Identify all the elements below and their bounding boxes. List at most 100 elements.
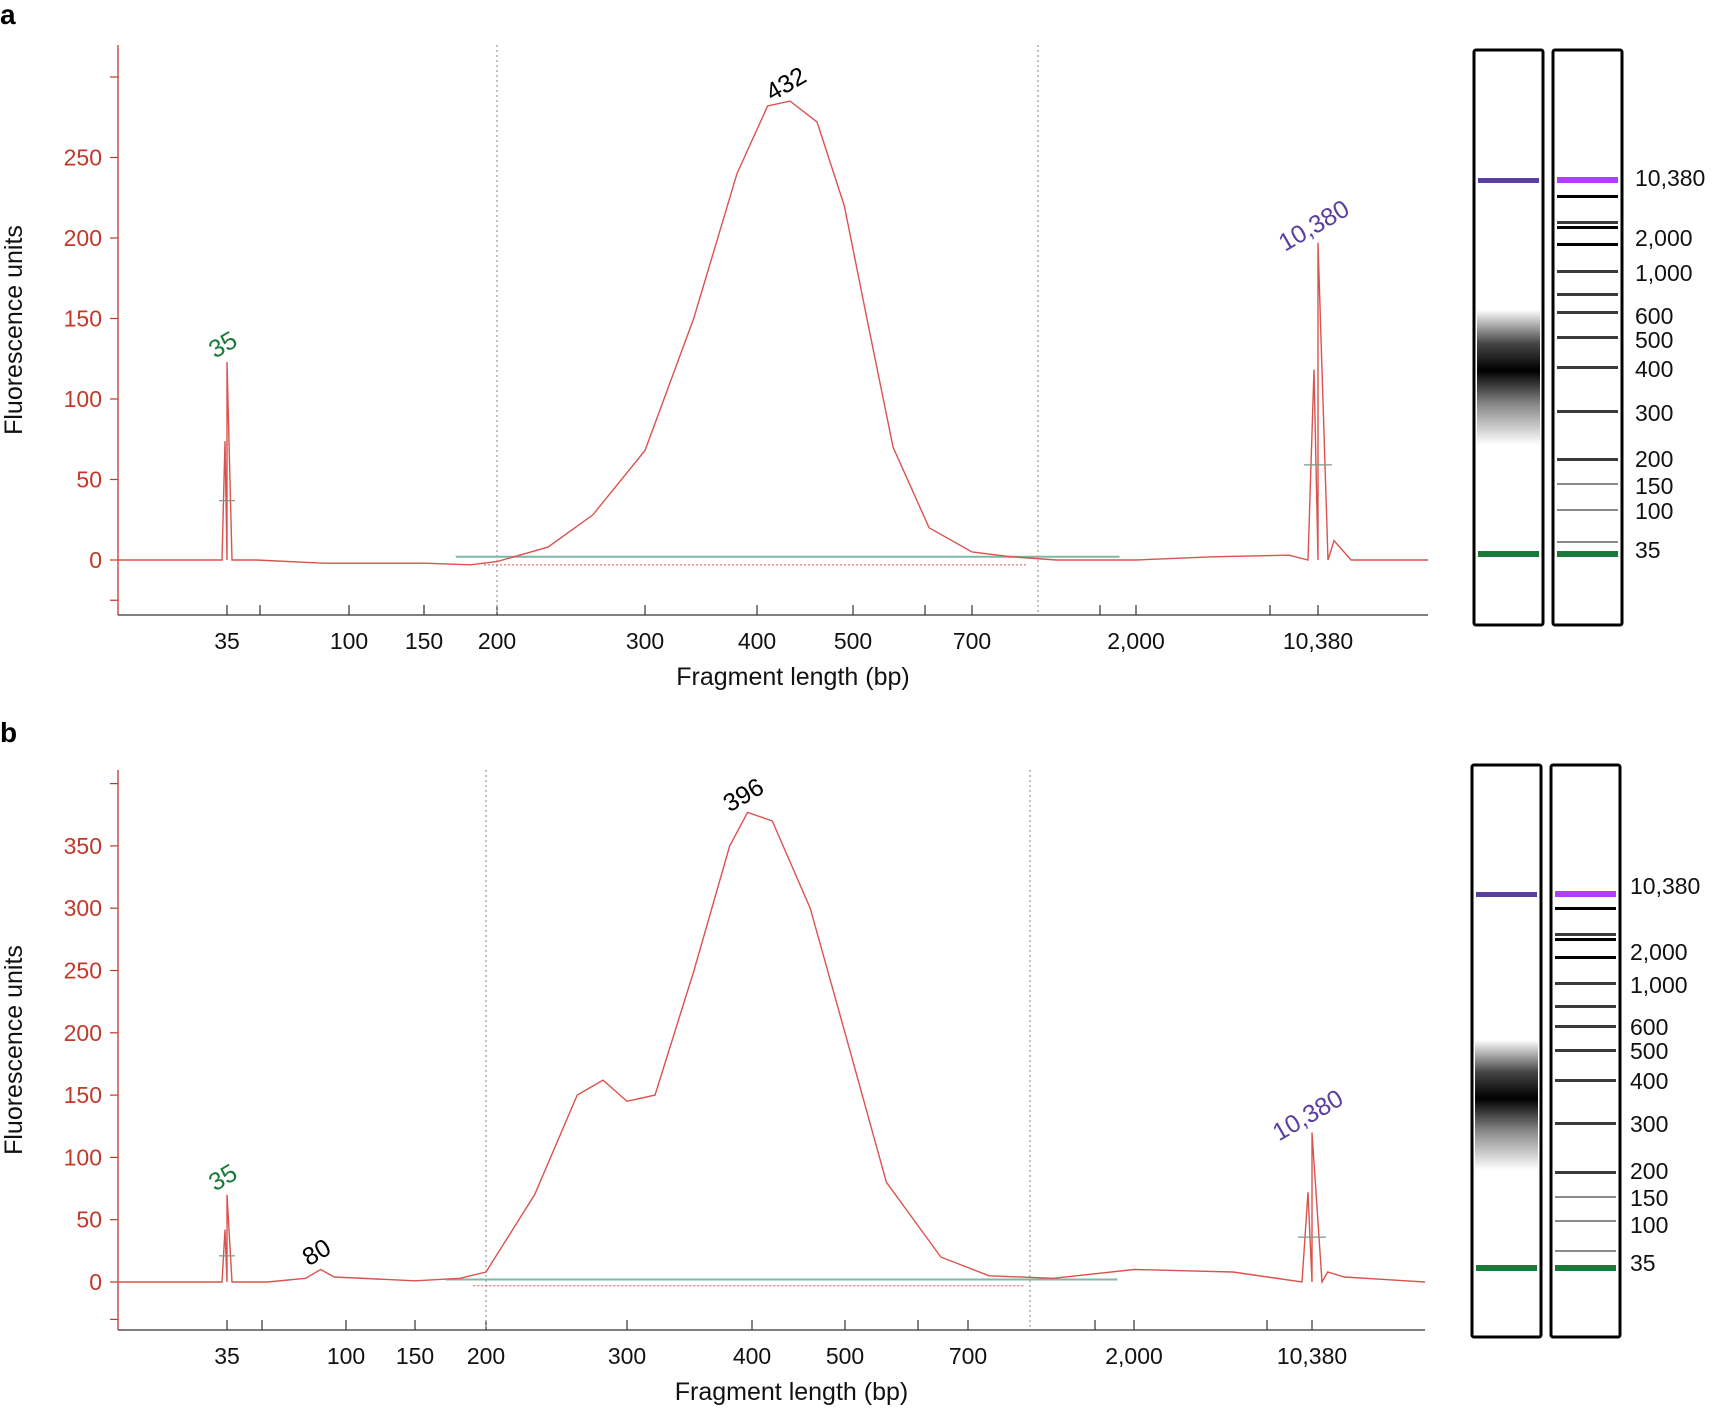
x-tick-label: 10,380 <box>1283 628 1353 654</box>
gel-ladder-lower-marker <box>1557 551 1618 557</box>
gel-sample-smear <box>1475 1040 1538 1170</box>
gel-ladder-band <box>1555 1122 1616 1125</box>
gel-ladder-band <box>1555 982 1616 985</box>
gel-ladder-label: 600 <box>1630 1014 1668 1040</box>
x-tick-label: 100 <box>330 628 368 654</box>
gel-ladder-band <box>1557 311 1618 314</box>
gel-ladder-band <box>1555 1196 1616 1198</box>
peak-label-432: 432 <box>761 62 811 107</box>
x-tick-label: 500 <box>826 1343 864 1369</box>
peak-label-396: 396 <box>719 773 769 818</box>
gel-sample-lower-marker <box>1478 551 1539 557</box>
x-tick-label: 2,000 <box>1105 1343 1163 1369</box>
gel-ladder-label: 300 <box>1630 1111 1668 1137</box>
gel-ladder-band <box>1555 1220 1616 1222</box>
gel-ladder-label: 500 <box>1635 327 1673 353</box>
y-tick-label: 300 <box>64 895 102 921</box>
x-tick-label: 400 <box>738 628 776 654</box>
gel-ladder-label: 200 <box>1630 1158 1668 1184</box>
x-tick-label: 500 <box>834 628 872 654</box>
gel-ladder-label: 10,380 <box>1635 165 1705 191</box>
y-axis-title: Fluorescence units <box>0 945 28 1155</box>
x-tick-label: 100 <box>327 1343 365 1369</box>
peak-label-35: 35 <box>204 326 242 364</box>
y-tick-label: 50 <box>76 467 102 493</box>
trace-line <box>118 100 1428 566</box>
x-tick-label: 300 <box>626 628 664 654</box>
y-tick-label: 0 <box>89 1269 102 1295</box>
panel-letter: a <box>0 0 16 30</box>
gel-ladder-label: 300 <box>1635 400 1673 426</box>
gel-ladder-band <box>1555 1005 1616 1008</box>
gel-ladder-band <box>1557 336 1618 339</box>
gel-ladder-label: 100 <box>1630 1212 1668 1238</box>
peak-label-10380: 10,380 <box>1274 195 1354 257</box>
x-tick-label: 300 <box>608 1343 646 1369</box>
gel-ladder-label: 1,000 <box>1630 972 1688 998</box>
gel-ladder-band <box>1555 907 1616 910</box>
gel-ladder-band <box>1557 483 1618 485</box>
gel-ladder-label: 150 <box>1630 1185 1668 1211</box>
x-tick-label: 700 <box>949 1343 987 1369</box>
gel-ladder-band <box>1557 541 1618 543</box>
y-tick-label: 200 <box>64 1020 102 1046</box>
gel-ladder-band <box>1555 938 1616 941</box>
gel-ladder-band <box>1555 1171 1616 1174</box>
gel-ladder-band <box>1555 1025 1616 1028</box>
gel-ladder-band <box>1557 509 1618 511</box>
gel-ladder-label: 35 <box>1630 1250 1656 1276</box>
gel-ladder-label: 150 <box>1635 473 1673 499</box>
gel-ladder-band <box>1557 226 1618 229</box>
y-tick-label: 150 <box>64 1082 102 1108</box>
y-tick-label: 0 <box>89 547 102 573</box>
y-tick-label: 50 <box>76 1207 102 1233</box>
x-tick-label: 200 <box>478 628 516 654</box>
y-tick-label: 150 <box>64 306 102 332</box>
gel-ladder-band <box>1555 956 1616 959</box>
gel-ladder-band <box>1555 933 1616 936</box>
gel-ladder-label: 500 <box>1630 1038 1668 1064</box>
gel-ladder-band <box>1557 243 1618 246</box>
peak-label-35: 35 <box>204 1159 242 1197</box>
gel-ladder-label: 10,380 <box>1630 873 1700 899</box>
x-tick-label: 400 <box>733 1343 771 1369</box>
gel-ladder-label: 100 <box>1635 498 1673 524</box>
y-tick-label: 100 <box>64 1144 102 1170</box>
gel-sample-upper-marker <box>1478 178 1539 183</box>
gel-ladder-label: 600 <box>1635 303 1673 329</box>
gel-ladder-band <box>1557 221 1618 224</box>
x-tick-label: 10,380 <box>1277 1343 1347 1369</box>
x-tick-label: 150 <box>396 1343 434 1369</box>
gel-ladder-band <box>1557 458 1618 461</box>
x-axis-title: Fragment length (bp) <box>676 663 909 691</box>
gel-sample-smear <box>1477 310 1540 445</box>
x-tick-label: 35 <box>214 1343 240 1369</box>
gel-ladder-label: 2,000 <box>1630 939 1688 965</box>
y-tick-label: 250 <box>64 145 102 171</box>
x-tick-label: 700 <box>953 628 991 654</box>
gel-ladder-band <box>1557 270 1618 273</box>
y-tick-label: 200 <box>64 225 102 251</box>
gel-ladder-band <box>1557 293 1618 296</box>
gel-ladder-label: 2,000 <box>1635 225 1693 251</box>
x-tick-label: 150 <box>405 628 443 654</box>
x-tick-label: 35 <box>214 628 240 654</box>
y-axis-title: Fluorescence units <box>0 225 28 435</box>
trace-line <box>118 811 1426 1285</box>
gel-ladder-band <box>1557 366 1618 369</box>
gel-ladder-label: 35 <box>1635 537 1661 563</box>
gel-ladder-upper-marker <box>1557 177 1618 183</box>
gel-ladder-label: 400 <box>1630 1068 1668 1094</box>
x-tick-label: 2,000 <box>1107 628 1165 654</box>
gel-ladder-band <box>1557 410 1618 413</box>
gel-ladder-band <box>1555 1049 1616 1052</box>
y-tick-label: 100 <box>64 386 102 412</box>
peak-label-10380: 10,380 <box>1268 1084 1348 1146</box>
gel-sample-upper-marker <box>1476 892 1537 897</box>
x-tick-label: 200 <box>467 1343 505 1369</box>
gel-ladder-band <box>1555 1250 1616 1252</box>
y-tick-label: 250 <box>64 958 102 984</box>
gel-ladder-lower-marker <box>1555 1265 1616 1271</box>
gel-ladder-label: 1,000 <box>1635 260 1693 286</box>
